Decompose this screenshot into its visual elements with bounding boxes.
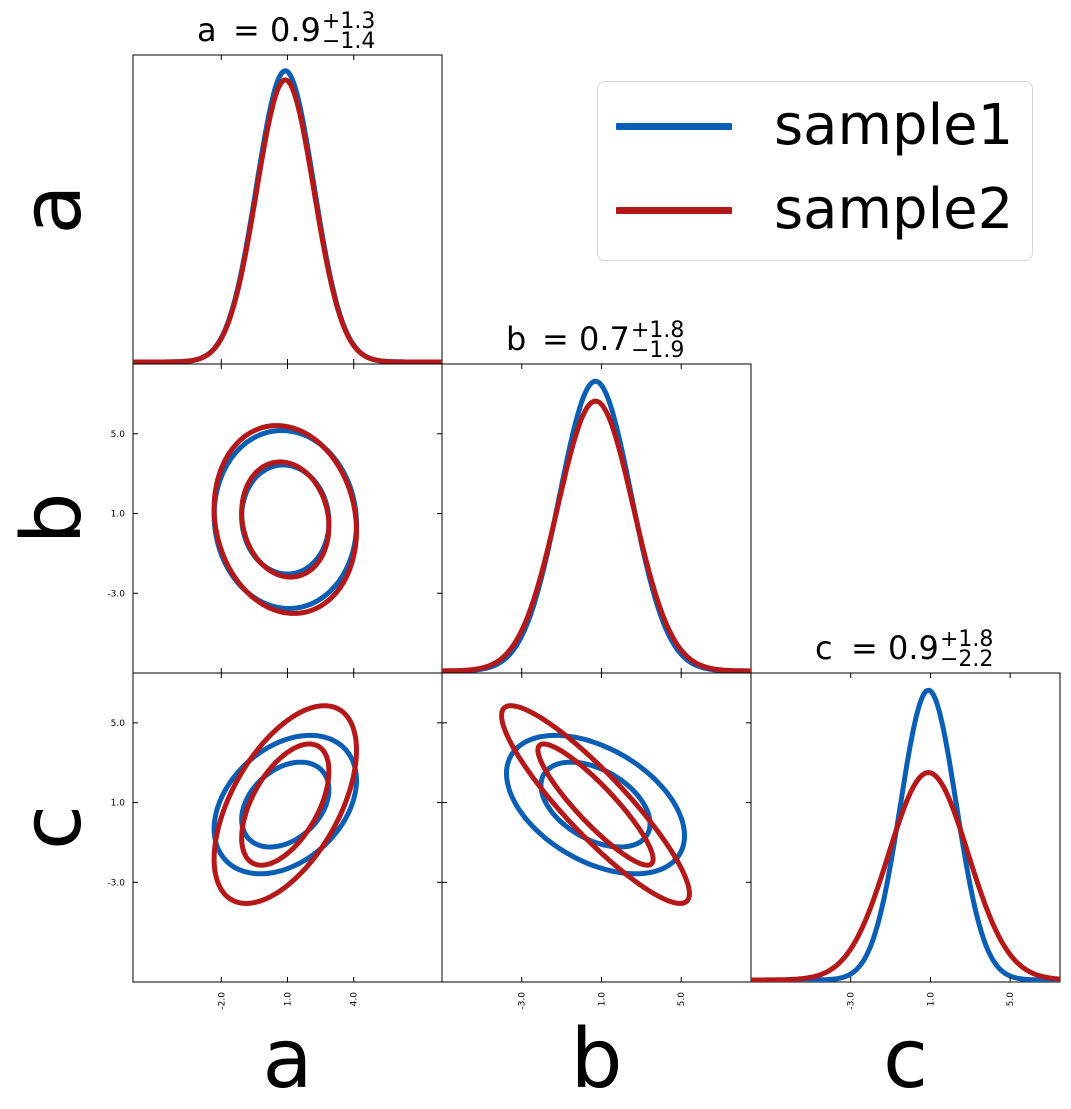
legend-label-sample2: sample2: [774, 177, 1014, 242]
title-value: = 0.9: [233, 11, 321, 49]
title-value: = 0.7: [542, 320, 630, 358]
x-axis-label-c: c: [883, 1012, 928, 1107]
panel-frame: [132, 363, 443, 674]
panel-title-c: c = 0.9 +1.8−2.2: [815, 627, 993, 672]
y-tick-label-b: -3.0: [107, 589, 125, 599]
x-tick-label-a: 4.0: [350, 992, 360, 1007]
panel-title-a: a = 0.9 +1.3−1.4: [197, 9, 375, 54]
legend-label-sample1: sample1: [774, 93, 1014, 158]
x-tick-label-b: 5.0: [677, 992, 687, 1007]
x-tick-label-a: 1.0: [284, 992, 294, 1007]
panel-plot-area: [211, 703, 359, 906]
marginal-curve-sample2-a: [133, 77, 442, 364]
marginal-curve-sample2-b: [442, 398, 751, 673]
contour-sample2-a-b-2-sigma: [211, 423, 359, 616]
title-param-name: a: [197, 11, 217, 49]
label-layer: -3.0 1.0 5.0 -3.0 1.0 5.0 -2.0 1.0 4.0 -3.0 1.0 5.0…: [5, 9, 1016, 1107]
x-tick-label-b: 1.0: [597, 992, 607, 1007]
y-tick-label-c: 1.0: [111, 799, 126, 809]
panel-c-vs-b: [441, 672, 752, 983]
panel-c-vs-a: [132, 672, 443, 983]
panel-title-b: b = 0.7 +1.8−1.9: [506, 318, 684, 363]
title-upper-error: +1.8: [631, 318, 684, 343]
marginal-curve-sample1-c: [751, 687, 1060, 982]
contour-sample2-b-c-2-sigma: [499, 703, 692, 906]
panel-a-vs-a: [132, 54, 443, 365]
panel-plot-area: [499, 703, 692, 906]
contour-sample1-a-c-1-sigma: [239, 759, 332, 850]
y-axis-label-b: b: [5, 492, 100, 544]
contour-sample2-b-c-1-sigma: [535, 741, 656, 868]
title-upper-error: +1.8: [940, 627, 993, 652]
title-lower-error: −1.9: [631, 338, 684, 363]
x-axis-label-a: a: [262, 1012, 312, 1107]
panel-frame: [132, 54, 443, 365]
panel-layer: [132, 54, 1061, 983]
marginal-curve-sample1-a: [133, 68, 442, 364]
x-tick-label-b: -3.0: [518, 992, 528, 1010]
title-param-name: b: [506, 320, 526, 358]
marginal-curve-sample2-c: [751, 770, 1060, 982]
x-tick-label-c: 5.0: [1006, 992, 1016, 1007]
y-tick-label-b: 5.0: [111, 430, 126, 440]
contour-sample2-a-c-2-sigma: [211, 703, 359, 906]
panel-c-vs-c: [750, 672, 1061, 983]
title-upper-error: +1.3: [322, 9, 375, 34]
y-axis-label-a: a: [5, 184, 100, 234]
title-value: = 0.9: [851, 629, 939, 667]
panel-frame: [441, 672, 752, 983]
contour-sample1-b-c-2-sigma: [504, 732, 687, 877]
x-axis-label-b: b: [570, 1012, 622, 1107]
legend-entry-sample1: sample1: [616, 96, 1013, 156]
y-tick-label-c: -3.0: [107, 878, 125, 888]
marginal-curve-sample1-b: [442, 378, 751, 673]
panel-plot-area: [211, 423, 359, 616]
legend-line-sample2: [616, 206, 732, 214]
y-tick-label-b: 1.0: [111, 510, 126, 520]
panel-frame: [750, 672, 1061, 983]
contour-sample2-a-b-1-sigma: [239, 459, 332, 580]
title-lower-error: −1.4: [322, 29, 375, 54]
y-axis-label-c: c: [5, 805, 100, 850]
legend-entry-sample2: sample2: [616, 180, 1013, 240]
panel-plot-area: [442, 378, 751, 673]
y-tick-label-c: 5.0: [111, 719, 126, 729]
panel-b-vs-a: [132, 363, 443, 674]
legend: sample1 sample2: [597, 81, 1033, 261]
contour-sample2-a-c-1-sigma: [239, 741, 332, 868]
panel-b-vs-b: [441, 363, 752, 674]
legend-line-sample1: [616, 122, 732, 130]
panel-plot-area: [751, 687, 1060, 982]
x-tick-label-a: -2.0: [217, 992, 227, 1010]
x-tick-label-c: -3.0: [847, 992, 857, 1010]
title-param-name: c: [815, 629, 833, 667]
panel-frame: [441, 363, 752, 674]
x-tick-label-c: 1.0: [926, 992, 936, 1007]
title-lower-error: −2.2: [940, 647, 993, 672]
panel-plot-area: [133, 68, 442, 364]
